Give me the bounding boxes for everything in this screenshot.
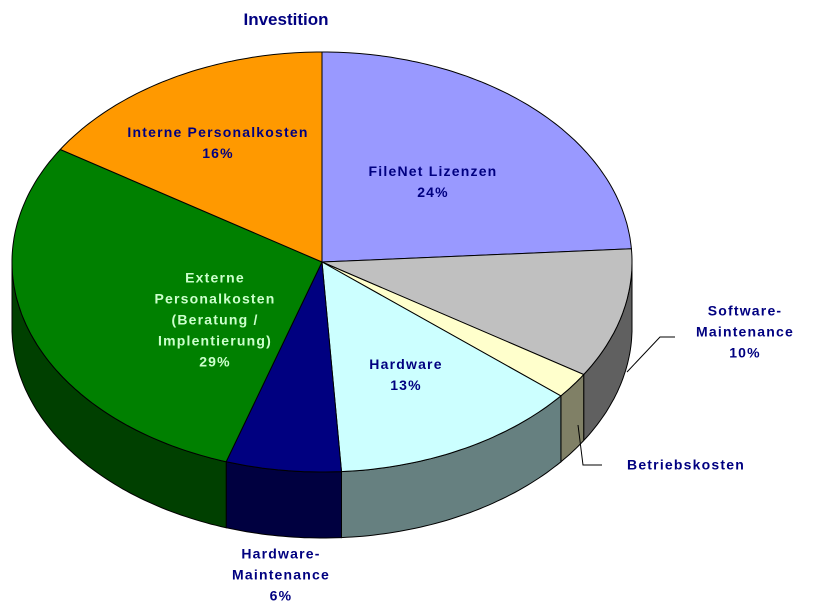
value-label: 6% <box>269 587 293 604</box>
data-label: Interne Personalkosten 16% <box>123 122 313 164</box>
data-label: FileNet Lizenzen 24% <box>338 161 528 203</box>
slice <box>11 148 323 463</box>
leader-line <box>577 424 602 466</box>
category-label: FileNet Lizenzen <box>368 163 498 179</box>
slice <box>59 51 323 263</box>
value-label: 16% <box>202 145 234 161</box>
value-label: 29% <box>199 353 231 370</box>
slice <box>321 248 633 376</box>
category-label: Externe Personalkosten (Beratung / Imple… <box>154 269 276 349</box>
category-label: Betriebskosten <box>627 456 745 473</box>
category-label: Software-Maintenance <box>696 302 794 340</box>
category-label: Hardware <box>369 356 443 372</box>
value-label: 10% <box>729 344 761 361</box>
value-label: 24% <box>417 184 449 200</box>
slice <box>321 261 585 397</box>
data-label: Hardware 13% <box>331 354 481 396</box>
data-label: Software-Maintenance 10% <box>670 301 820 364</box>
chart-title: Investition <box>243 10 329 29</box>
slice-side <box>225 461 342 539</box>
data-label: Externe Personalkosten (Beratung / Imple… <box>135 268 295 373</box>
value-label: 13% <box>390 377 422 393</box>
slice <box>321 51 632 263</box>
category-label: Hardware-Maintenance <box>232 545 330 583</box>
slice <box>321 261 562 473</box>
data-label: Betriebskosten <box>596 455 776 476</box>
data-label: Hardware-Maintenance 6% <box>211 544 351 607</box>
slice <box>225 260 343 473</box>
category-label: Interne Personalkosten <box>127 124 309 140</box>
leader-line <box>626 336 675 373</box>
